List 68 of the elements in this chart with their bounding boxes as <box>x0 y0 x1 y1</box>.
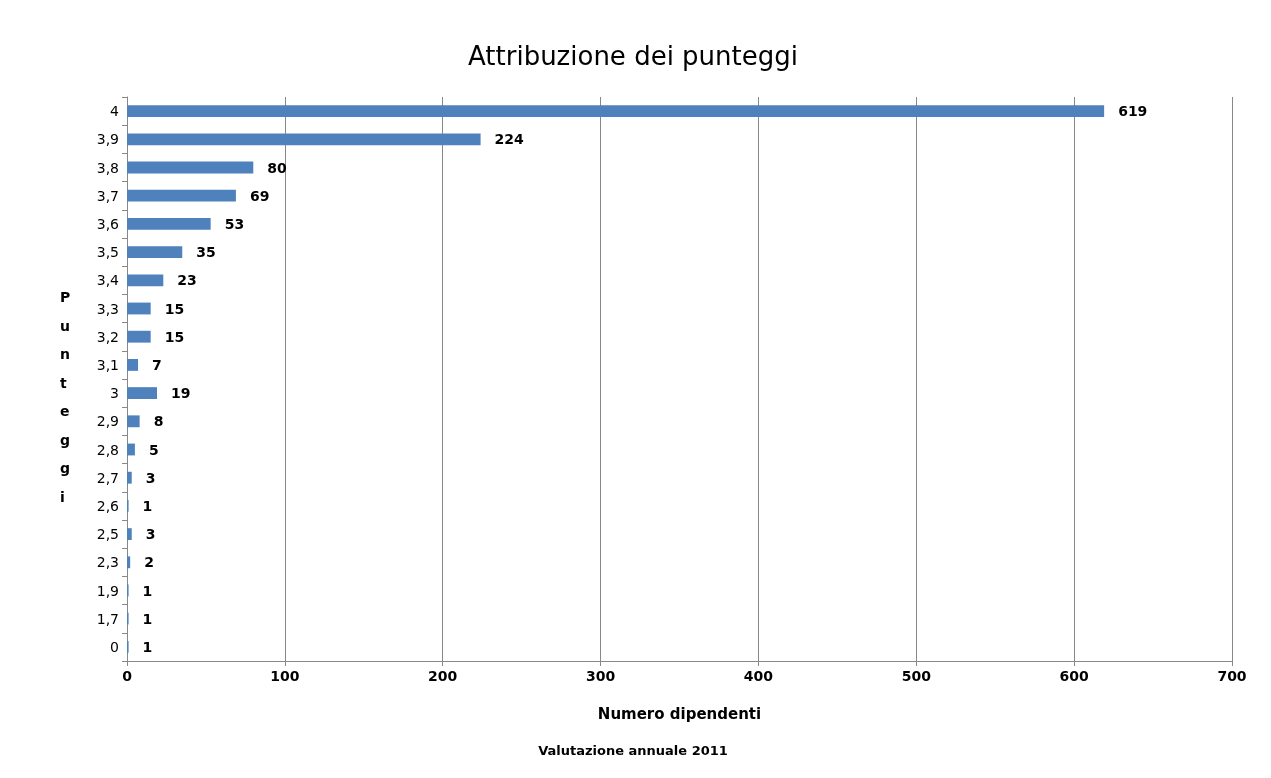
x-tick-label: 600 <box>1059 668 1090 684</box>
y-tick-label: 2,9 <box>96 413 119 430</box>
bar <box>127 217 211 230</box>
data-label: 80 <box>267 159 288 176</box>
data-label: 2 <box>144 554 154 571</box>
y-tick-label: 2,3 <box>96 554 119 571</box>
y-tick-label: 2,6 <box>96 497 120 514</box>
bar <box>127 387 157 400</box>
data-label: 23 <box>177 272 197 289</box>
data-label: 69 <box>249 187 270 204</box>
data-label: 35 <box>196 244 216 261</box>
x-tick-label: 400 <box>743 668 774 684</box>
y-tick-label: 3,9 <box>96 131 119 148</box>
x-tick-label: 700 <box>1217 668 1247 684</box>
data-label: 3 <box>145 526 156 543</box>
y-tick-label: 3,1 <box>96 356 119 373</box>
x-tick-label: 300 <box>585 668 616 684</box>
bar <box>127 528 132 541</box>
bar <box>127 133 481 146</box>
y-tick-label: 1,7 <box>96 610 119 627</box>
bar <box>127 471 132 484</box>
y-tick-label: 0 <box>110 638 119 655</box>
bar <box>127 330 151 343</box>
bar <box>127 443 135 456</box>
bar <box>127 189 236 202</box>
data-label: 8 <box>153 413 164 430</box>
y-tick-label: 3,4 <box>96 272 120 289</box>
y-tick-label: 2,7 <box>96 469 119 486</box>
x-tick-label: 0 <box>122 668 133 684</box>
data-label: 19 <box>170 385 191 402</box>
y-tick-label: 3,5 <box>96 244 119 261</box>
text: Valutazione annuale 2011 <box>538 743 728 758</box>
bar <box>127 302 151 315</box>
x-tick-label: 100 <box>270 668 300 684</box>
y-tick-label: 2,8 <box>96 441 119 458</box>
data-label: 1 <box>142 610 153 627</box>
data-label: 7 <box>152 356 162 373</box>
data-label: 224 <box>494 131 525 148</box>
bar <box>127 246 183 259</box>
y-tick-label: 3,6 <box>96 215 120 232</box>
y-tick-label: 2,5 <box>96 526 119 543</box>
y-tick-label: 3,2 <box>96 328 119 345</box>
bar <box>127 274 164 287</box>
y-tick-label: 1,9 <box>96 582 119 599</box>
y-tick-label: 3,8 <box>96 159 119 176</box>
data-label: 1 <box>142 497 153 514</box>
y-tick-label: 3 <box>110 385 119 402</box>
x-tick-label: 500 <box>901 668 932 684</box>
bar <box>127 358 139 371</box>
bar <box>127 415 140 428</box>
data-label: 619 <box>1118 103 1148 120</box>
y-axis-title: Punteggi <box>60 289 71 505</box>
data-label: 1 <box>142 638 153 655</box>
y-tick-label: 4 <box>110 103 120 120</box>
data-label: 15 <box>164 328 185 345</box>
x-tick-label: 200 <box>428 668 458 684</box>
bar <box>127 556 131 569</box>
y-tick-label: 3,7 <box>96 187 119 204</box>
data-label: 1 <box>142 582 153 599</box>
bar <box>127 105 1105 118</box>
bar <box>127 161 254 174</box>
data-label: 3 <box>145 469 156 486</box>
data-label: 15 <box>164 300 185 317</box>
data-label: 5 <box>148 441 159 458</box>
data-label: 53 <box>224 215 245 232</box>
x-axis-title: Numero dipendenti <box>597 704 762 723</box>
chart-title: Attribuzione dei punteggi <box>467 41 799 71</box>
y-tick-label: 3,3 <box>96 300 119 317</box>
